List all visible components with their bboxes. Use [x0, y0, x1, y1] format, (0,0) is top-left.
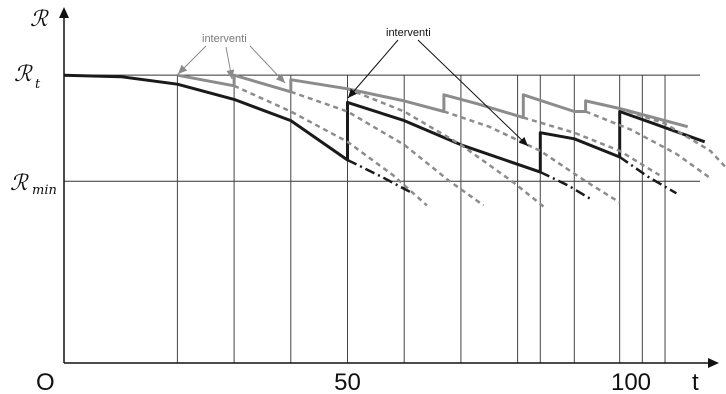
- annotation-arrow-gray-2: [225, 46, 235, 80]
- x-tick-labels: 50 100: [334, 369, 651, 394]
- series-line-gray-dotted: [233, 84, 428, 207]
- series-line-gray-dotted: [290, 90, 485, 207]
- annotation-interventi-black: interventi: [386, 27, 431, 39]
- origin-label: O: [36, 369, 55, 394]
- x-axis-label: t: [692, 369, 699, 394]
- x-tick-label: 50: [334, 369, 361, 394]
- x-tick-label: 100: [611, 369, 651, 394]
- series-line-gray: [177, 73, 689, 129]
- annotation-interventi-gray: interventi: [202, 33, 247, 45]
- annotation-arrow-black-2: [417, 39, 529, 147]
- series-line-gray-dotted: [619, 107, 726, 170]
- series-line-black-dashdot: [618, 155, 678, 195]
- annotation-arrow-gray-1: [177, 45, 207, 75]
- series-line-gray-dotted: [585, 110, 712, 180]
- series-line-gray-dotted: [347, 87, 547, 210]
- series-line-black-dashdot: [539, 170, 592, 201]
- annotation-arrow-gray-3: [249, 45, 286, 84]
- threshold-label-rmin: ℛ: [10, 171, 29, 196]
- threshold-label-rmin-sub: min: [32, 183, 57, 198]
- threshold-label-rt: ℛ: [14, 62, 33, 87]
- threshold-label-rt-sub: t: [35, 77, 41, 92]
- annotation-arrow-black-1: [347, 39, 399, 99]
- series-lines: [63, 73, 726, 210]
- y-axis-label: ℛ: [30, 7, 49, 32]
- series-line-gray-dotted: [443, 110, 621, 204]
- series-line-black: [63, 73, 706, 174]
